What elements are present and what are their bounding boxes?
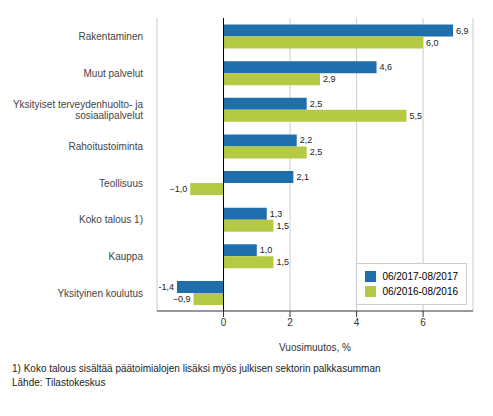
html-text:Lähde: Tilastokeskus: Lähde: Tilastokeskus (12, 377, 106, 388)
svg-text:Kauppa: Kauppa (109, 251, 144, 262)
svg-text:Yksityiset terveydenhuolto- ja: Yksityiset terveydenhuolto- jasosiaalipa… (13, 99, 144, 121)
svg-text:−1,0: −1,0 (169, 184, 187, 194)
svg-text:4,6: 4,6 (380, 62, 393, 72)
svg-text:Rahoitustoiminta: Rahoitustoiminta (69, 141, 144, 152)
svg-text:6: 6 (420, 317, 426, 328)
svg-text:2: 2 (287, 317, 293, 328)
svg-text:1,5: 1,5 (276, 221, 289, 231)
svg-text:Rakentaminen: Rakentaminen (79, 31, 143, 42)
html-text:06/2016-08/2016: 06/2016-08/2016 (382, 286, 458, 297)
svg-text:5,5: 5,5 (409, 111, 422, 121)
svg-text:Teollisuus: Teollisuus (99, 177, 143, 188)
svg-text:Vuosimuutos, %: Vuosimuutos, % (279, 342, 351, 353)
svg-text:6,0: 6,0 (426, 38, 439, 48)
svg-text:1,3: 1,3 (270, 209, 283, 219)
svg-text:0: 0 (221, 317, 227, 328)
svg-text:-1,4: -1,4 (158, 282, 174, 292)
svg-text:6,9: 6,9 (456, 26, 469, 36)
svg-text:−0,9: −0,9 (173, 294, 191, 304)
html-text:06/2017-08/2017: 06/2017-08/2017 (382, 271, 458, 282)
svg-text:2,9: 2,9 (323, 74, 336, 84)
svg-text:1,0: 1,0 (260, 245, 273, 255)
svg-text:Koko talous 1): Koko talous 1) (79, 214, 143, 225)
svg-text:2,5: 2,5 (310, 147, 323, 157)
svg-text:2,1: 2,1 (296, 172, 309, 182)
svg-text:Muut palvelut: Muut palvelut (84, 67, 144, 78)
svg-text:1,5: 1,5 (276, 257, 289, 267)
svg-text:2,5: 2,5 (310, 99, 323, 109)
html-text:1) Koko talous sisältää päätoi: 1) Koko talous sisältää päätoimialojen l… (12, 363, 381, 374)
svg-text:2,2: 2,2 (300, 135, 313, 145)
svg-text:Yksityinen koulutus: Yksityinen koulutus (57, 287, 143, 298)
svg-text:4: 4 (354, 317, 360, 328)
